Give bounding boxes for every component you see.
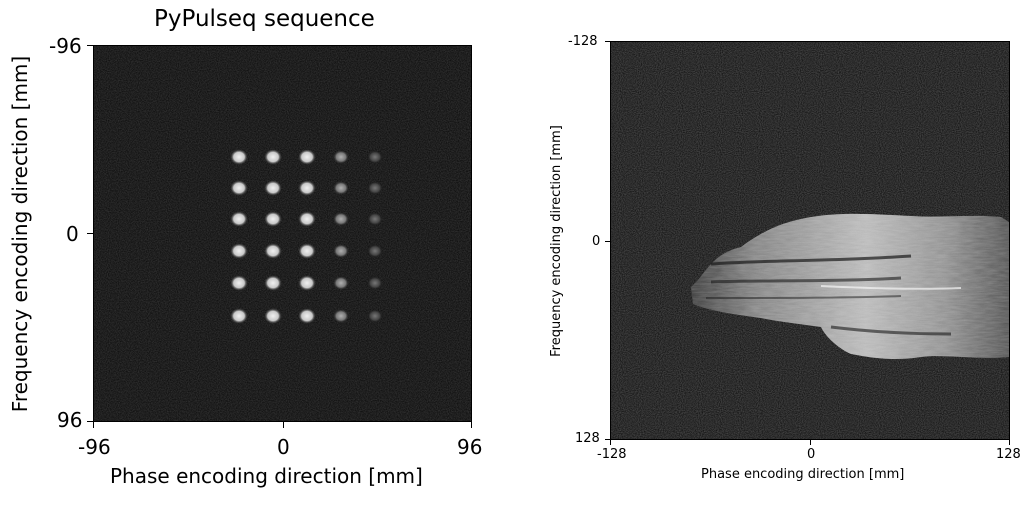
right-xtick-label: 128 [996,447,1021,462]
phantom-dot [367,244,383,258]
phantom-dot [367,150,383,164]
phantom-dot-grid [230,149,383,324]
right-yaxis-label: Frequency encoding direction [mm] [549,125,564,357]
left-ytick-label: 0 [66,222,79,246]
left-ytick-mark-bottom [87,421,93,422]
right-mri-image [610,41,1010,440]
right-ytick-mark-bottom [605,439,610,440]
phantom-dot [298,243,316,259]
phantom-dot [230,180,248,196]
phantom-dot [367,181,383,195]
phantom-dot [333,212,349,226]
phantom-dot [298,308,316,324]
phantom-dot [298,180,316,196]
right-xtick-label: -128 [597,447,627,462]
right-xtick-mark-left [610,440,611,445]
phantom-dot [264,211,282,227]
right-ytick-mark-top [605,41,610,42]
phantom-dot [298,211,316,227]
left-ytick-label: 96 [57,408,83,432]
left-xtick-label: 0 [277,435,290,459]
phantom-dot [298,149,316,165]
right-ytick-label: 0 [592,234,601,249]
right-xtick-mark-mid [810,440,811,445]
phantom-dot [230,243,248,259]
right-ytick-label: 128 [575,431,600,446]
phantom-dot [367,309,383,323]
right-ytick-mark-mid [605,241,610,242]
right-ytick-label: -128 [568,34,598,49]
phantom-dot [264,149,282,165]
left-xtick-mark-mid [283,422,284,428]
right-xtick-label: 0 [807,447,816,462]
phantom-dot [367,276,383,290]
phantom-dot [230,275,248,291]
phantom-dot [264,275,282,291]
left-ytick-mark-mid [87,233,93,234]
phantom-dot [230,211,248,227]
left-xtick-mark-left [93,422,94,428]
left-xaxis-label: Phase encoding direction [mm] [110,464,423,488]
phantom-dot [298,275,316,291]
hand-mri [691,213,1009,359]
phantom-dot [333,150,349,164]
left-ytick-mark-top [87,45,93,46]
left-mri-image [93,45,472,422]
phantom-dot [333,276,349,290]
left-xtick-mark-right [471,422,472,428]
left-yaxis-label: Frequency encoding direction [mm] [8,55,32,413]
left-panel-title: PyPulseq sequence [154,6,375,32]
right-xtick-mark-right [1009,440,1010,445]
phantom-dot [264,180,282,196]
phantom-dot [230,149,248,165]
phantom-dot [333,309,349,323]
left-figure-panel: PyPulseq sequence [0,0,500,519]
phantom-dot [264,308,282,324]
phantom-dot [333,244,349,258]
phantom-dot [264,243,282,259]
left-ytick-label: -96 [49,34,82,58]
phantom-dot [367,212,383,226]
right-figure-panel: -128 0 128 -128 0 128 Phase encoding dir… [520,0,1035,519]
phantom-dot [230,308,248,324]
left-xtick-label: -96 [78,435,111,459]
right-xaxis-label: Phase encoding direction [mm] [701,467,905,482]
left-xtick-label: 96 [457,435,483,459]
phantom-dot [333,181,349,195]
